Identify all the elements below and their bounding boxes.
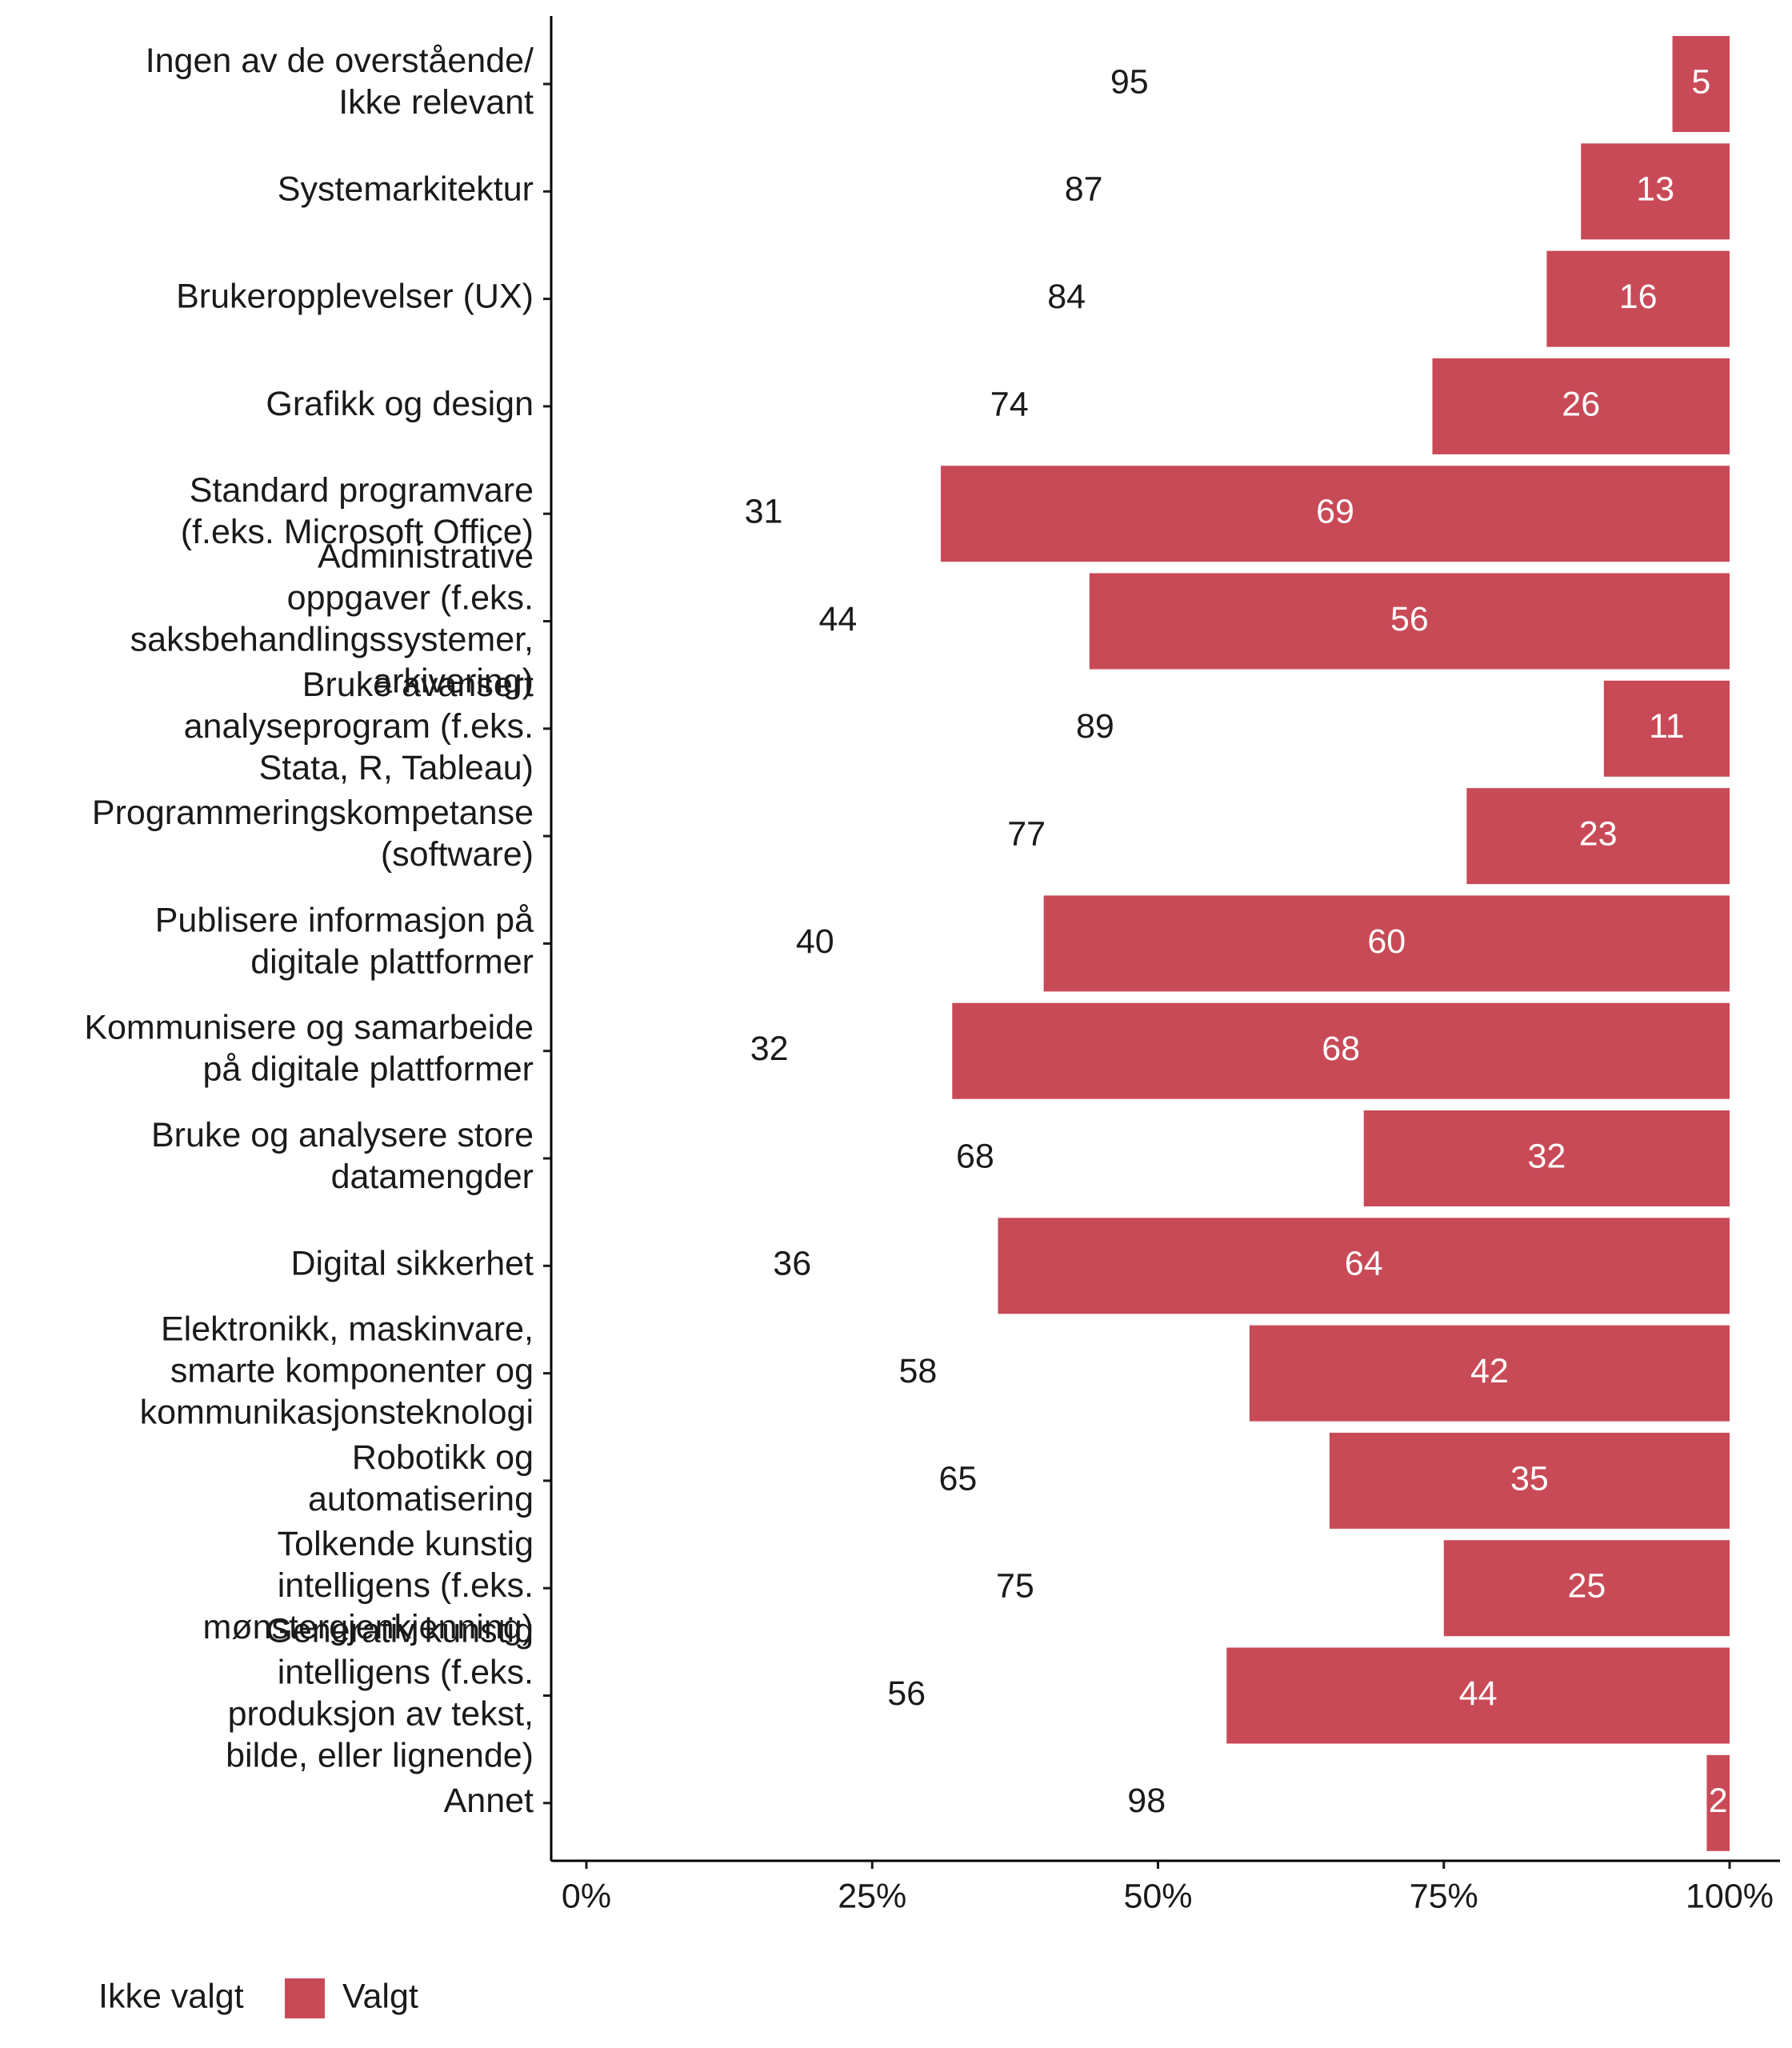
- y-tick-label: Bruke og analysere store datamengder: [151, 1116, 534, 1196]
- data-label: 65: [939, 1459, 978, 1498]
- bar: [1706, 1754, 1730, 1851]
- bar: [586, 143, 1582, 240]
- x-tick-label: 75%: [1410, 1877, 1478, 1915]
- data-label: 77: [1007, 814, 1046, 853]
- x-tick-label: 25%: [838, 1877, 906, 1915]
- bar: [1432, 358, 1730, 454]
- y-tick-label: Brukeropplevelser (UX): [176, 278, 534, 316]
- bar: [1043, 895, 1730, 992]
- data-label: 13: [1636, 170, 1674, 209]
- bar: [1581, 143, 1730, 240]
- legend-label: Valgt: [342, 1977, 418, 2015]
- y-tick-label: Bruke avansert analyseprogram (f.eks. Stat…: [184, 666, 534, 787]
- data-label: 44: [1459, 1674, 1498, 1713]
- bar: [586, 1647, 1227, 1744]
- data-label: 42: [1470, 1352, 1509, 1390]
- y-tick-label: Standard programvare (f.eks. Microsoft Of…: [181, 472, 534, 552]
- bar: [1672, 36, 1730, 132]
- bar: [952, 1002, 1730, 1099]
- data-label: 69: [1316, 493, 1354, 531]
- x-tick-label: 0%: [562, 1877, 611, 1915]
- data-label: 68: [956, 1137, 994, 1175]
- bar: [1089, 573, 1730, 670]
- bar: [586, 1754, 1707, 1851]
- y-tick-label: Kommunisere og samarbeide på digitale pla…: [84, 1009, 534, 1089]
- x-tick-label: 100%: [1686, 1877, 1774, 1915]
- bar: [586, 466, 941, 562]
- data-label: 98: [1127, 1782, 1166, 1820]
- bar: [1466, 788, 1730, 885]
- y-tick-label: Annet: [444, 1782, 534, 1820]
- bar: [586, 250, 1547, 347]
- y-tick-label: Elektronikk, maskinvare, smarte komponent…: [140, 1310, 534, 1432]
- data-label: 5: [1691, 62, 1710, 101]
- bar: [940, 466, 1730, 562]
- data-label: 44: [818, 600, 857, 638]
- data-label: 60: [1367, 922, 1406, 961]
- y-tick-label: Generativ kunstig intelligens (f.eks. prod…: [226, 1612, 534, 1775]
- bar: [586, 1432, 1330, 1529]
- y-tick-label: Tolkende kunstig intelligens (f.eks. mønst…: [203, 1526, 534, 1647]
- legend-label: Ikke valgt: [98, 1977, 244, 2015]
- data-label: 32: [750, 1030, 789, 1068]
- bar: [586, 1540, 1444, 1637]
- bar: [586, 1325, 1250, 1422]
- x-tick-label: 50%: [1123, 1877, 1192, 1915]
- data-label: 56: [887, 1674, 926, 1713]
- data-label: 68: [1322, 1030, 1360, 1068]
- bar: [586, 358, 1433, 454]
- bar: [998, 1218, 1730, 1314]
- bar: [1546, 250, 1730, 347]
- bar: [586, 1110, 1364, 1206]
- data-label: 89: [1076, 707, 1114, 746]
- data-label: 95: [1110, 62, 1149, 101]
- data-label: 11: [1649, 707, 1685, 746]
- bar: [1443, 1540, 1730, 1637]
- data-label: 35: [1510, 1459, 1549, 1498]
- data-label: 25: [1567, 1567, 1606, 1606]
- data-label: 36: [773, 1245, 811, 1283]
- bar: [586, 1218, 998, 1314]
- y-tick-label: Programmeringskompetanse (software): [92, 794, 534, 874]
- y-tick-label: Administrative oppgaver (f.eks. saksbehand…: [130, 538, 534, 701]
- bar: [1603, 680, 1730, 777]
- data-label: 32: [1527, 1137, 1566, 1175]
- data-label: 16: [1619, 278, 1658, 316]
- bar: [586, 680, 1604, 777]
- bar: [1329, 1432, 1730, 1529]
- y-tick-label: Ingen av de overstående/Ikke relevant: [146, 42, 534, 122]
- data-label: 74: [990, 385, 1029, 423]
- y-tick-label: Systemarkitektur: [278, 170, 534, 209]
- bar: [586, 1002, 953, 1099]
- y-tick-label: Publisere informasjon på digitale plattfo…: [155, 902, 534, 982]
- bar: [586, 788, 1467, 885]
- data-label: 84: [1047, 278, 1086, 316]
- data-label: 75: [996, 1567, 1034, 1606]
- data-label: 56: [1390, 600, 1429, 638]
- data-label: 23: [1579, 814, 1618, 853]
- data-label: 58: [898, 1352, 937, 1390]
- data-label: 87: [1065, 170, 1103, 209]
- data-label: 64: [1345, 1245, 1383, 1283]
- data-label: 26: [1562, 385, 1600, 423]
- bar: [586, 573, 1090, 670]
- bar: [1363, 1110, 1730, 1206]
- legend-key: [285, 1978, 325, 2018]
- y-tick-label: Grafikk og design: [266, 385, 534, 423]
- data-label: 2: [1709, 1782, 1728, 1820]
- bar: [586, 895, 1044, 992]
- data-label: 40: [796, 922, 834, 961]
- data-label: 31: [745, 493, 783, 531]
- bar: [1226, 1647, 1730, 1744]
- y-tick-label: Digital sikkerhet: [291, 1245, 534, 1283]
- y-tick-label: Robotikk og automatisering: [308, 1438, 534, 1518]
- bar: [586, 36, 1673, 132]
- bar: [1249, 1325, 1730, 1422]
